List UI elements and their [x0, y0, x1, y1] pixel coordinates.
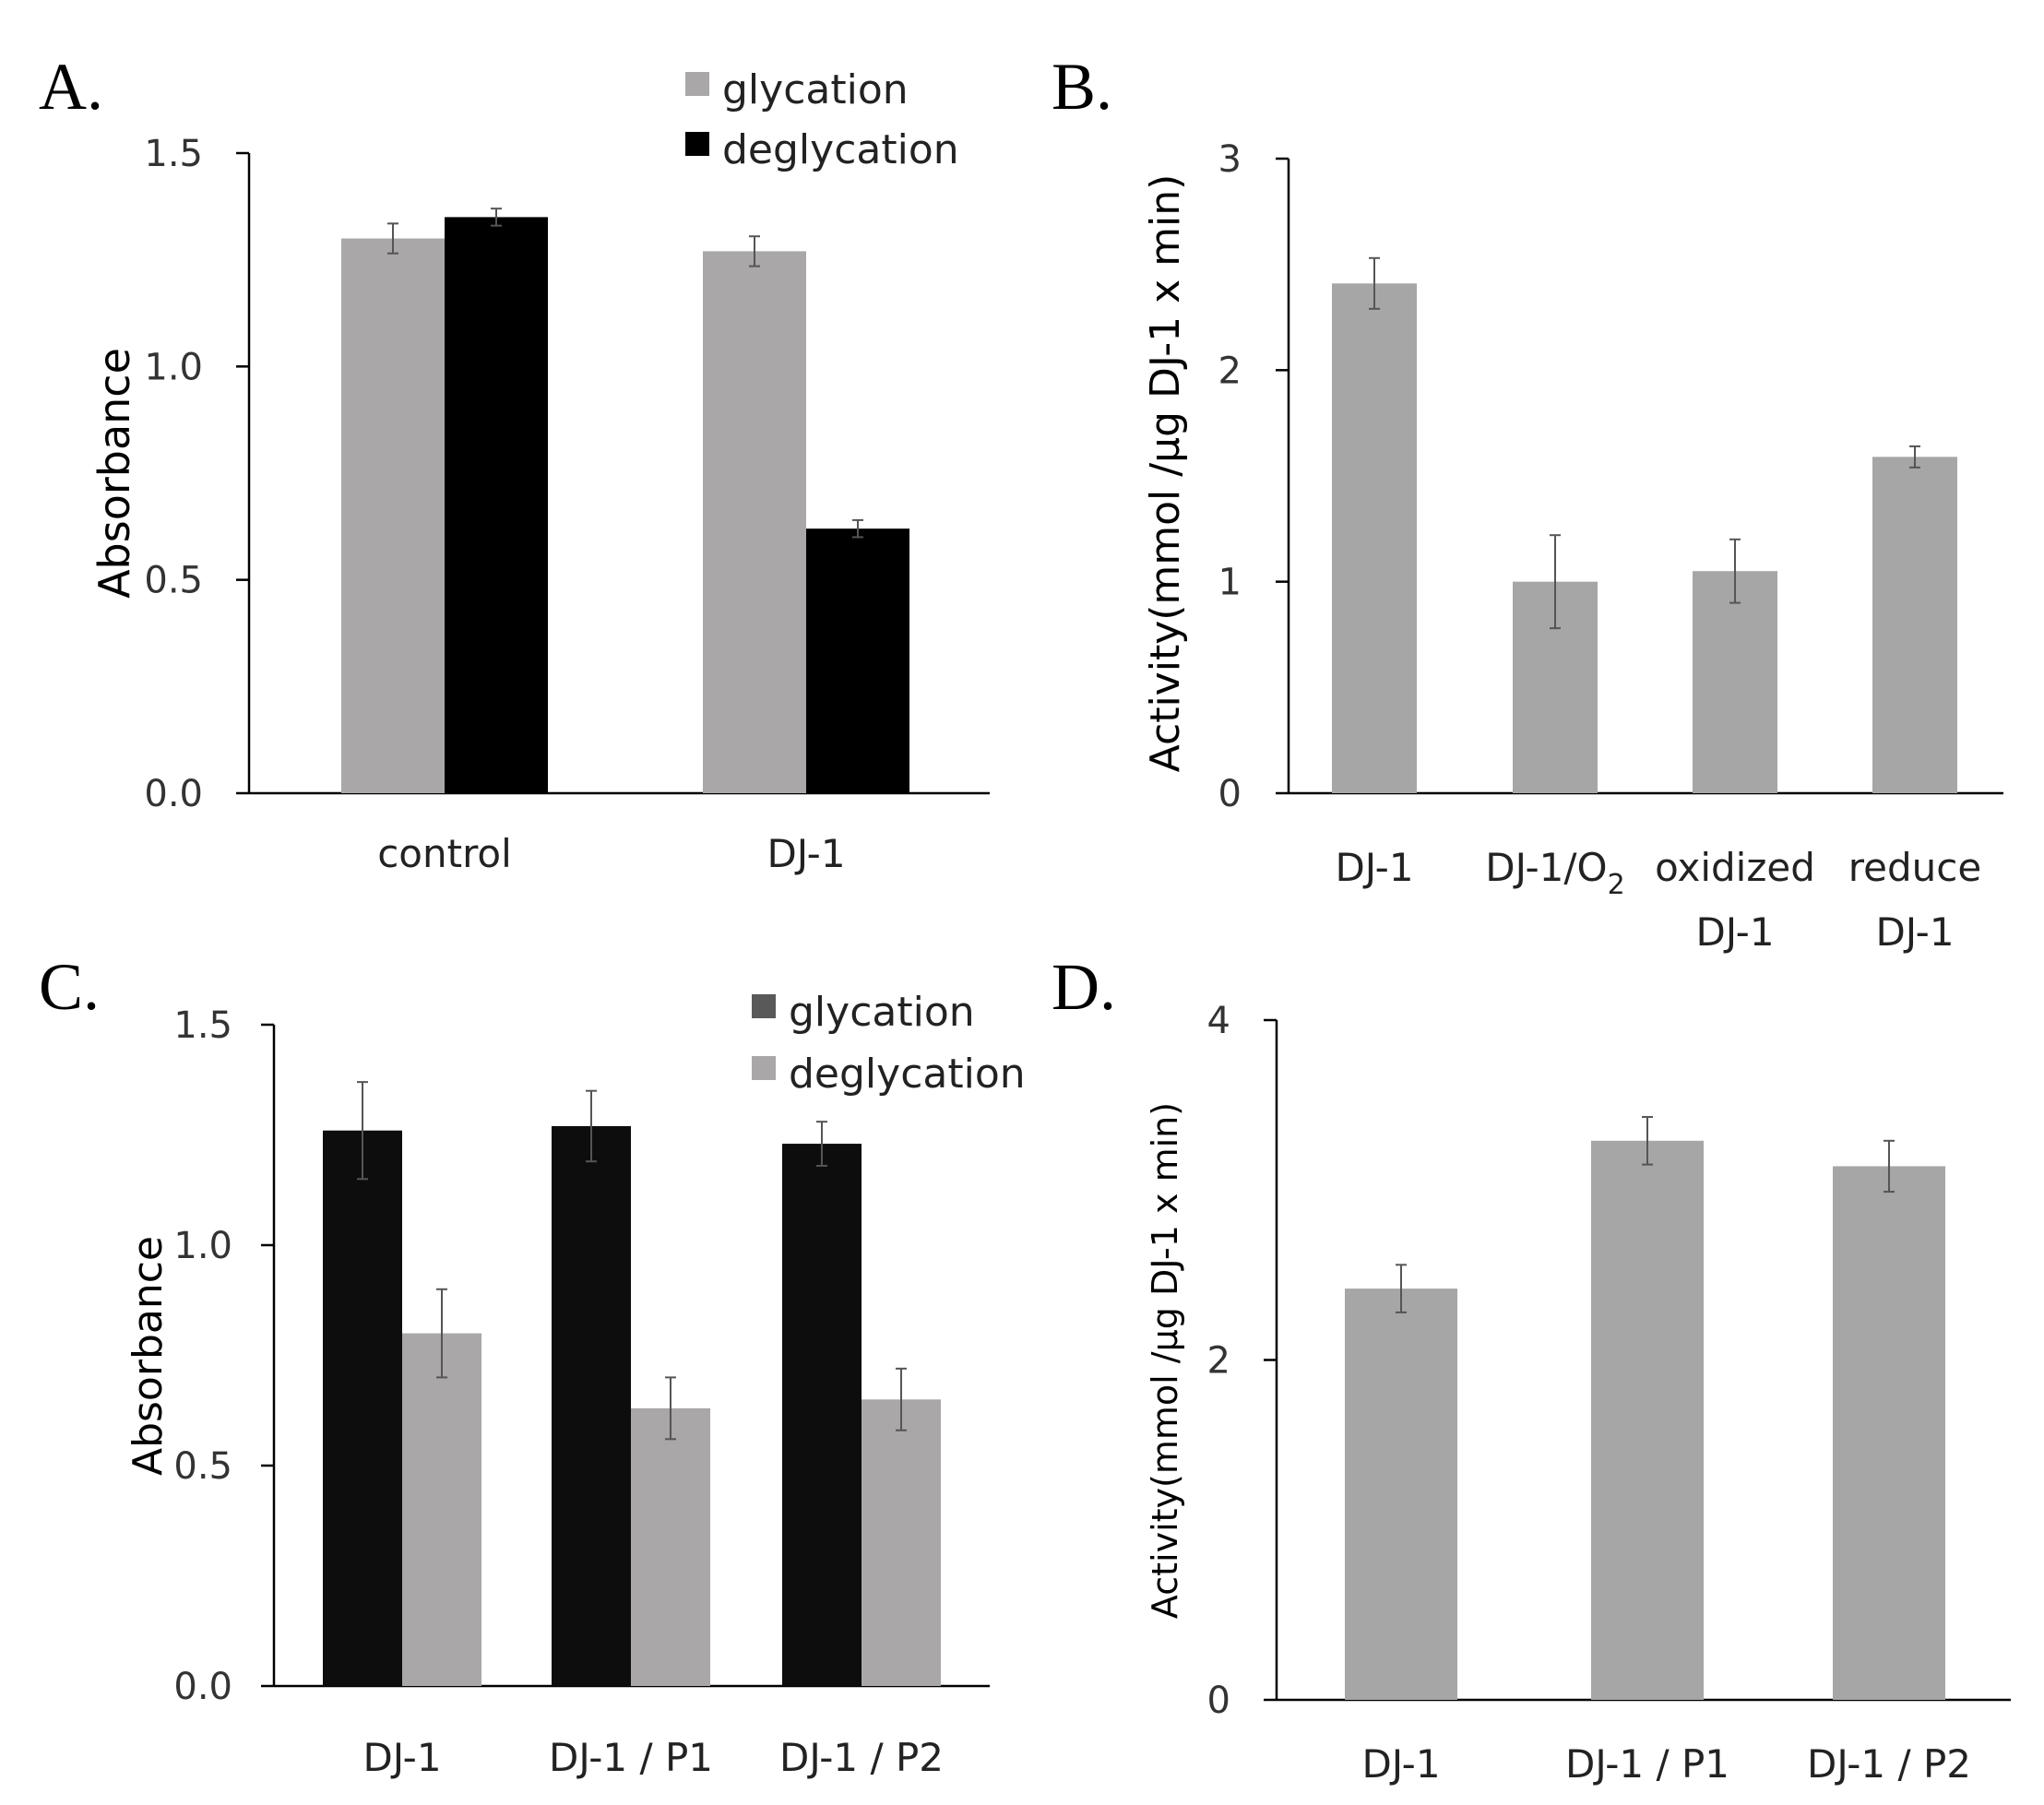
bar-activity-2 — [1833, 1166, 1945, 1700]
legend-swatch-glycation — [685, 72, 709, 96]
category-label-text: DJ-1 — [1695, 909, 1774, 955]
y-tick-label: 1.5 — [173, 1004, 232, 1047]
panel-letter: C. — [39, 950, 100, 1024]
legend-label-deglycation: deglycation — [722, 126, 959, 173]
bar-deglycation-2 — [862, 1399, 941, 1686]
y-tick-label: 2 — [1207, 1340, 1230, 1383]
category-label: DJ-1 / P1 — [549, 1735, 713, 1780]
y-tick-label: 1 — [1218, 562, 1242, 604]
category-label-text: DJ-1/O — [1485, 845, 1607, 890]
legend-swatch-deglycation — [685, 132, 709, 156]
category-label: DJ-1 / P1 — [1565, 1741, 1729, 1787]
bar-deglycation-0 — [445, 217, 548, 793]
y-axis-label: Activity(mmol /μg DJ-1 x min) — [1142, 174, 1189, 773]
bar-glycation-1 — [703, 251, 806, 793]
category-label-text: reduce — [1848, 845, 1981, 890]
category-label: DJ-1 — [1361, 1741, 1440, 1787]
panel-letter: A. — [39, 50, 103, 124]
category-label: oxidized — [1655, 845, 1815, 890]
panel-c: C. Absorbance 0.0 0.5 1.0 1.5 DJ-1 DJ-1 / P1 DJ-… — [39, 950, 1026, 1780]
panel-d: D. Activity(mmol /μg DJ-1 x min) 0 2 4 DJ-1 DJ… — [1052, 950, 2011, 1787]
bar-glycation-0 — [323, 1130, 402, 1686]
bar-activity-1 — [1591, 1140, 1704, 1700]
legend-swatch-glycation — [752, 994, 776, 1018]
panel-letter: D. — [1052, 950, 1116, 1024]
panel-letter: B. — [1052, 50, 1112, 124]
bar-activity-0 — [1332, 283, 1417, 794]
category-label: DJ-1/O2 — [1485, 845, 1624, 901]
category-label: DJ-1 — [1335, 845, 1413, 890]
category-label: DJ-1 — [766, 831, 845, 876]
category-label: DJ-1 / P2 — [779, 1735, 944, 1780]
y-axis-label: Absorbance — [89, 348, 139, 599]
legend-label-deglycation: deglycation — [789, 1051, 1026, 1098]
category-label-text: oxidized — [1655, 845, 1815, 890]
y-tick-label: 1.0 — [173, 1225, 232, 1267]
bar-activity-0 — [1345, 1288, 1457, 1700]
y-tick-label: 2 — [1218, 350, 1242, 392]
bar-deglycation-1 — [806, 528, 909, 793]
y-tick-label: 0 — [1218, 773, 1242, 815]
y-tick-label: 0.0 — [173, 1666, 232, 1708]
y-tick-label: 1.5 — [144, 133, 203, 175]
y-tick-label: 0 — [1207, 1680, 1230, 1722]
category-label: DJ-1 — [1695, 909, 1774, 955]
category-label: control — [377, 831, 512, 876]
category-label: DJ-1 / P2 — [1807, 1741, 1971, 1787]
panel-b: B. Activity(mmol /μg DJ-1 x min) 0 1 2 3 DJ-1 D… — [1052, 50, 2003, 955]
category-label: reduce — [1848, 845, 1981, 890]
y-tick-label: 0.0 — [144, 773, 203, 815]
bar-glycation-1 — [552, 1125, 631, 1686]
legend-label-glycation: glycation — [722, 66, 909, 113]
y-axis-label: Activity(mmol /μg DJ-1 x min) — [1145, 1102, 1185, 1619]
y-tick-label: 1.0 — [144, 346, 203, 388]
bar-glycation-0 — [341, 238, 445, 793]
category-label-subscript: 2 — [1608, 869, 1625, 901]
panel-a: A. Absorbance 0.0 0.5 1.0 1.5 control DJ-1 glyca… — [39, 50, 990, 876]
bar-deglycation-1 — [631, 1407, 710, 1686]
category-label: DJ-1 — [1875, 909, 1954, 955]
legend-swatch-deglycation — [752, 1056, 776, 1080]
bar-glycation-2 — [782, 1144, 862, 1686]
y-tick-label: 0.5 — [144, 560, 203, 602]
bar-activity-2 — [1693, 571, 1777, 793]
bar-deglycation-0 — [402, 1333, 481, 1686]
y-axis-label: Absorbance — [125, 1236, 172, 1476]
category-label-text: DJ-1 — [1875, 909, 1954, 955]
category-label-text: DJ-1 — [1335, 845, 1413, 890]
y-tick-label: 3 — [1218, 138, 1242, 181]
y-tick-label: 4 — [1207, 1000, 1230, 1042]
y-tick-label: 0.5 — [173, 1445, 232, 1488]
bar-activity-3 — [1872, 457, 1957, 793]
category-label: DJ-1 — [362, 1735, 441, 1780]
legend-label-glycation: glycation — [789, 989, 975, 1036]
